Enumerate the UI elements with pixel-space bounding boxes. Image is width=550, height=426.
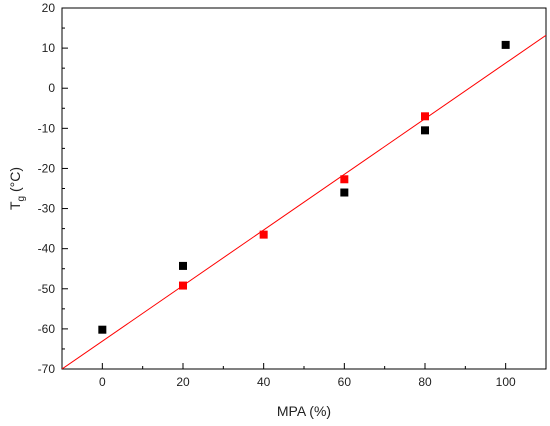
data-point-series-1 xyxy=(179,261,187,270)
y-tick-label: -10 xyxy=(38,121,56,135)
x-tick-label: 40 xyxy=(257,375,271,389)
y-tick-label: -40 xyxy=(38,242,56,256)
y-tick-label: -70 xyxy=(38,362,56,376)
y-tick-label: -50 xyxy=(38,282,56,296)
x-tick-label: 80 xyxy=(418,375,432,389)
data-point-series-2 xyxy=(421,112,429,121)
y-tick-label: 0 xyxy=(48,81,55,95)
y-tick-label: -60 xyxy=(38,322,56,336)
data-point-series-2 xyxy=(179,281,187,290)
x-tick-label: 20 xyxy=(176,375,190,389)
y-axis-label-unit: (°C) xyxy=(7,167,23,196)
data-point-series-1 xyxy=(98,325,107,334)
x-axis-label: MPA (%) xyxy=(277,403,331,419)
y-tick-label: 20 xyxy=(42,1,56,15)
linear-fit-line xyxy=(62,34,546,369)
y-axis-label-main: T xyxy=(7,201,23,210)
x-tick-label: 0 xyxy=(99,375,106,389)
y-tick-label: 10 xyxy=(42,41,56,55)
x-tick-label: 60 xyxy=(338,375,352,389)
data-point-series-1 xyxy=(421,126,429,135)
y-axis-label-subscript: g xyxy=(16,196,27,202)
plot-frame xyxy=(61,7,547,370)
data-point-series-2 xyxy=(340,175,349,184)
y-tick-label: -20 xyxy=(38,161,56,175)
x-tick-label: 100 xyxy=(496,375,516,389)
y-tick-label: -30 xyxy=(38,202,56,216)
data-point-series-1 xyxy=(501,40,510,49)
data-point-series-1 xyxy=(340,188,349,197)
y-axis-label: Tg (°C) xyxy=(7,167,27,210)
data-point-series-2 xyxy=(259,230,268,239)
